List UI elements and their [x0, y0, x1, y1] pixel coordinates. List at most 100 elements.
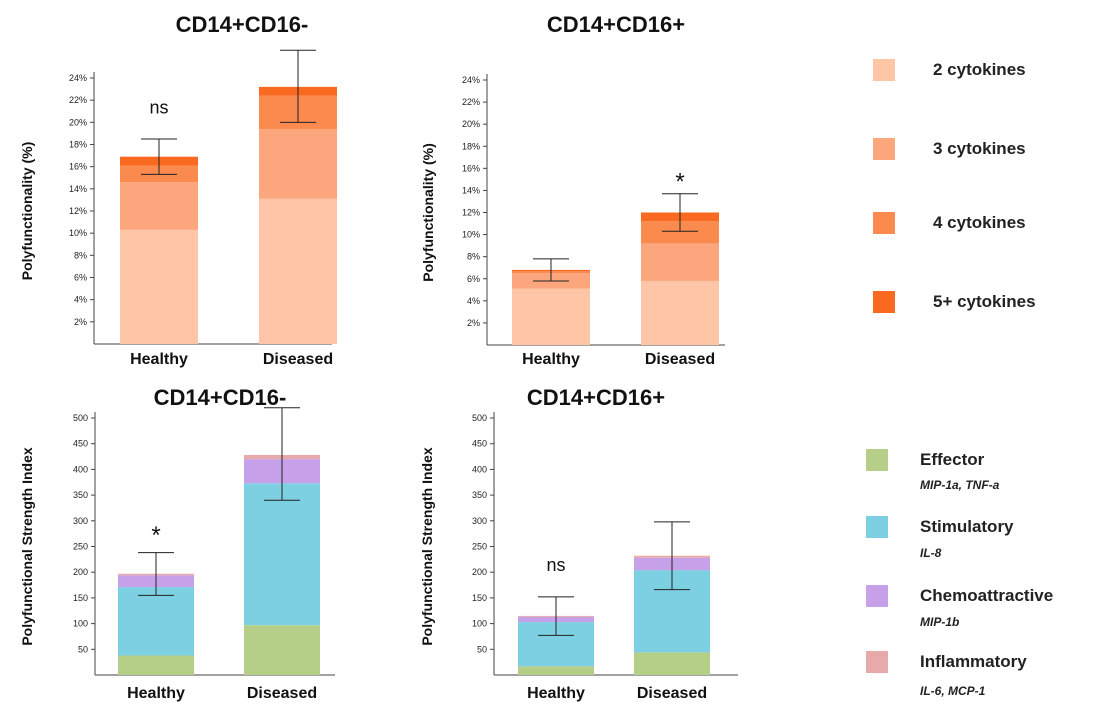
- legend-swatch: [873, 291, 895, 313]
- y-axis-label: Polyfunctionality (%): [420, 143, 436, 281]
- bar-segment-3-cytokines: [120, 182, 198, 230]
- y-tick-label: 250: [73, 542, 88, 552]
- x-tick-label: Diseased: [263, 351, 333, 368]
- y-tick-label: 16%: [69, 162, 87, 172]
- chart-strength-index-cd16pos: 50 100 150 200 250 300 350 400 450 500 Polyfunctio…: [419, 412, 738, 702]
- y-tick-label: 24%: [462, 75, 480, 85]
- legend-item-stimulatory: Stimulatory: [866, 516, 1014, 538]
- y-tick-label: 10%: [462, 230, 480, 240]
- chart-title-bottom-right: CD14+CD16+: [526, 385, 666, 410]
- legend-item-5plus-cytokines: 5+ cytokines: [873, 291, 1036, 313]
- y-tick-label: 500: [73, 413, 88, 423]
- bar-segment-effector: [244, 625, 320, 675]
- legend-sublabel: IL-6, MCP-1: [920, 684, 986, 698]
- chart-title-top-left: CD14+CD16-: [175, 12, 309, 37]
- y-tick-label: 16%: [462, 163, 480, 173]
- bar-segment-3-cytokines: [259, 128, 337, 199]
- y-tick-label: 4%: [467, 296, 480, 306]
- legend-swatch: [866, 449, 888, 471]
- legend-item-4-cytokines: 4 cytokines: [873, 212, 1026, 234]
- significance-label: ns: [149, 97, 168, 117]
- legend-item-effector: Effector: [866, 449, 984, 471]
- x-tick-label: Diseased: [247, 685, 317, 702]
- legend-swatch: [866, 585, 888, 607]
- y-axis-label: Polyfunctionality (%): [19, 142, 35, 280]
- legend-swatch: [873, 138, 895, 160]
- bar-segment-2-cytokines: [512, 288, 590, 345]
- y-axis-label: Polyfunctional Strength Index: [419, 447, 435, 646]
- x-tick-label: Diseased: [637, 685, 707, 702]
- chart-polyfunctionality-cd16pos: 2% 4% 6% 8% 10% 12% 14% 16% 18% 20% 22% 24% Polyfunc…: [420, 74, 725, 368]
- y-tick-label: 20%: [462, 119, 480, 129]
- y-tick-label: 400: [73, 464, 88, 474]
- y-tick-label: 24%: [69, 73, 87, 83]
- legend-swatch: [866, 516, 888, 538]
- y-tick-label: 22%: [462, 97, 480, 107]
- x-tick-label: Diseased: [645, 351, 715, 368]
- y-tick-label: 22%: [69, 95, 87, 105]
- y-tick-label: 14%: [462, 185, 480, 195]
- y-tick-label: 18%: [69, 140, 87, 150]
- y-tick-label: 8%: [74, 250, 87, 260]
- y-tick-label: 400: [472, 464, 487, 474]
- bar-segment-4-cytokines: [641, 221, 719, 244]
- y-tick-label: 250: [472, 542, 487, 552]
- bar-segment-2-cytokines: [259, 198, 337, 344]
- y-tick-label: 50: [477, 644, 487, 654]
- y-tick-label: 4%: [74, 295, 87, 305]
- y-tick-label: 18%: [462, 141, 480, 151]
- chart-strength-index-cd16neg: 50 100 150 200 250 300 350 400 450 500 Polyfunctio…: [19, 407, 335, 702]
- y-tick-label: 450: [472, 439, 487, 449]
- legend-label: 4 cytokines: [933, 213, 1026, 232]
- legend-swatch: [873, 59, 895, 81]
- legend-label: Chemoattractive: [920, 586, 1054, 605]
- y-tick-label: 300: [73, 516, 88, 526]
- y-tick-label: 100: [73, 619, 88, 629]
- bar-segment-stimulatory: [118, 587, 194, 656]
- y-tick-label: 10%: [69, 228, 87, 238]
- bar-segment-effector: [518, 666, 594, 675]
- legend-item-3-cytokines: 3 cytokines: [873, 138, 1026, 160]
- legend-label: Effector: [920, 450, 985, 469]
- legend-sublabel: MIP-1b: [920, 615, 960, 629]
- legend-label: Stimulatory: [920, 517, 1014, 536]
- bar-segment-3-cytokines: [641, 243, 719, 281]
- x-tick-label: Healthy: [522, 351, 580, 368]
- y-tick-label: 500: [472, 413, 487, 423]
- y-tick-label: 2%: [467, 318, 480, 328]
- y-tick-label: 350: [73, 490, 88, 500]
- x-tick-label: Healthy: [127, 685, 185, 702]
- y-tick-label: 6%: [74, 273, 87, 283]
- x-tick-label: Healthy: [130, 351, 188, 368]
- legend-swatch: [873, 212, 895, 234]
- y-tick-label: 150: [73, 593, 88, 603]
- chart-polyfunctionality-cd16neg: 2% 4% 6% 8% 10% 12% 14% 16% 18% 20% 22% 24% Polyfunc…: [19, 49, 337, 368]
- legend-swatch: [866, 651, 888, 673]
- y-tick-label: 450: [73, 439, 88, 449]
- significance-label: ns: [546, 555, 565, 575]
- y-tick-label: 8%: [467, 252, 480, 262]
- legend-item-2-cytokines: 2 cytokines: [873, 59, 1026, 81]
- significance-label: *: [151, 522, 160, 549]
- y-tick-label: 2%: [74, 317, 87, 327]
- legend-label: 3 cytokines: [933, 139, 1026, 158]
- y-tick-label: 200: [73, 567, 88, 577]
- y-tick-label: 14%: [69, 184, 87, 194]
- legend-label: 2 cytokines: [933, 60, 1026, 79]
- chart-title-bottom-left: CD14+CD16-: [153, 385, 287, 410]
- bar-segment-2-cytokines: [641, 280, 719, 345]
- x-tick-label: Healthy: [527, 685, 585, 702]
- bar-segment-2-cytokines: [120, 229, 198, 344]
- legend-item-inflammatory: Inflammatory: [866, 651, 1027, 673]
- bar-segment-effector: [118, 655, 194, 675]
- legend-sublabel: MIP-1a, TNF-a: [920, 478, 1000, 492]
- y-tick-label: 350: [472, 490, 487, 500]
- y-tick-label: 300: [472, 516, 487, 526]
- y-tick-label: 20%: [69, 117, 87, 127]
- significance-label: *: [675, 169, 684, 196]
- y-tick-label: 50: [78, 644, 88, 654]
- bar-segment-stimulatory: [244, 483, 320, 626]
- y-tick-label: 150: [472, 593, 487, 603]
- legend-sublabel: IL-8: [920, 546, 942, 560]
- y-tick-label: 100: [472, 619, 487, 629]
